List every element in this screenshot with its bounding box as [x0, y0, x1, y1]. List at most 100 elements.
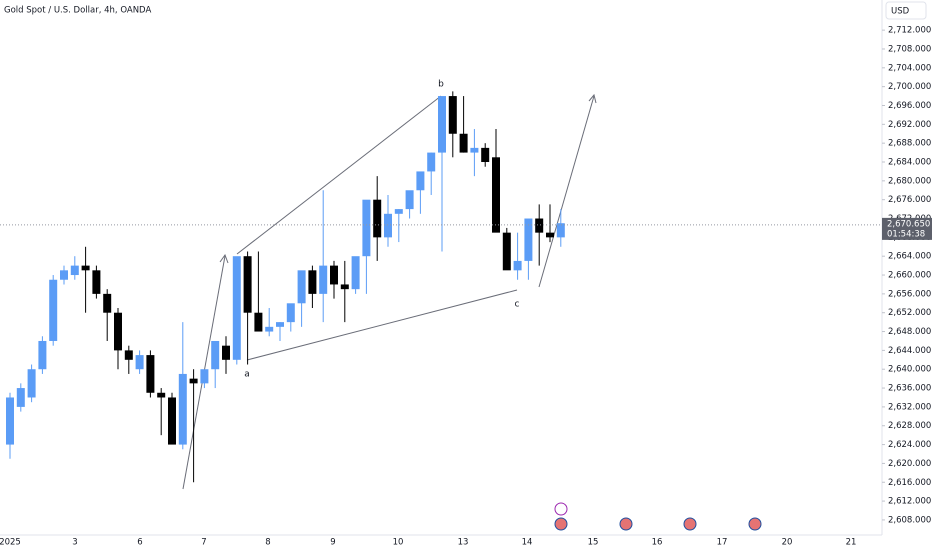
candle-body [276, 322, 284, 327]
y-tick-label: 2,696.000 [888, 101, 931, 111]
chart-title: Gold Spot / U.S. Dollar, 4h, OANDA [4, 6, 151, 16]
wave-label: c [515, 300, 520, 310]
y-tick-label: 2,620.000 [888, 459, 931, 469]
x-tick-label: 14 [522, 538, 533, 548]
y-tick-label: 2,664.000 [888, 252, 931, 262]
x-tick-label: 13 [458, 538, 469, 548]
y-tick-label: 2,708.000 [888, 44, 931, 54]
event-icon[interactable] [619, 517, 633, 531]
wave-label: b [438, 80, 444, 90]
y-tick-label: 2,624.000 [888, 440, 931, 450]
candle-body [416, 171, 425, 191]
candle-body [481, 147, 490, 163]
x-tick-label: 2025 [0, 538, 21, 548]
candle-body [351, 256, 360, 290]
candle-body [38, 340, 47, 370]
y-tick-label: 2,652.000 [888, 308, 931, 318]
y-tick-label: 2,612.000 [888, 497, 931, 507]
y-tick-label: 2,608.000 [888, 515, 931, 525]
candle-body [265, 326, 274, 332]
candle-body [286, 303, 295, 323]
candle-body [546, 232, 554, 238]
candle-body [200, 369, 209, 384]
candle-body [459, 133, 468, 153]
candle-body [27, 369, 36, 398]
x-tick-label: 3 [72, 538, 77, 548]
x-tick-label: 17 [717, 538, 728, 548]
candle-body [81, 265, 90, 271]
y-tick-label: 2,680.000 [888, 176, 931, 186]
candle-body [222, 345, 230, 360]
y-tick-label: 2,676.000 [888, 195, 931, 205]
candle-body [513, 260, 522, 271]
candle-body [556, 223, 565, 238]
y-tick-label: 2,692.000 [888, 120, 931, 130]
candle-body [427, 152, 436, 172]
candle-body [492, 157, 500, 233]
x-tick-label: 6 [137, 538, 142, 548]
arrow-head [588, 93, 597, 104]
candle-body [308, 270, 317, 294]
y-tick-label: 2,700.000 [888, 82, 931, 92]
candle-body [114, 312, 122, 351]
y-tick-label: 2,644.000 [888, 346, 931, 356]
last-price-label: 2,670.650 [887, 219, 930, 229]
candle-body [178, 373, 187, 445]
candle-body [330, 265, 338, 285]
candle-body [362, 199, 371, 257]
y-tick-label: 2,632.000 [888, 402, 931, 412]
event-icon[interactable] [554, 517, 568, 531]
candle-body [232, 256, 241, 360]
candle-body [254, 312, 263, 332]
y-tick-label: 2,660.000 [888, 271, 931, 281]
event-icon[interactable] [683, 517, 697, 531]
candle-body [384, 213, 392, 238]
candle-body [535, 218, 544, 233]
wedge-lower [246, 289, 518, 361]
candle-body [146, 355, 155, 393]
y-tick-label: 2,648.000 [888, 327, 931, 337]
x-tick-label: 8 [265, 538, 270, 548]
events [554, 502, 762, 531]
candle-body [189, 378, 198, 384]
currency-label[interactable]: USD [891, 7, 910, 17]
candle-body [157, 392, 166, 398]
currency-button[interactable] [885, 1, 927, 20]
wedge-upper [236, 95, 442, 255]
x-tick-label: 21 [846, 538, 857, 548]
x-tick-label: 15 [588, 538, 599, 548]
candle-body [243, 256, 252, 313]
candle-body [394, 209, 403, 214]
candle-body [340, 284, 349, 290]
candle-body [448, 96, 457, 134]
x-tick-label: 10 [393, 538, 404, 548]
y-tick-label: 2,712.000 [888, 26, 931, 36]
candle-body [319, 265, 328, 294]
y-tick-label: 2,704.000 [888, 63, 931, 73]
candle-body [49, 279, 58, 341]
last-price-box [882, 217, 932, 240]
y-tick-label: 2,656.000 [888, 289, 931, 299]
x-tick-label: 9 [330, 538, 335, 548]
candle-body [502, 232, 511, 271]
candle-body [405, 190, 414, 210]
candle-body [168, 397, 176, 445]
candle-body [60, 270, 68, 280]
countdown: 01:54:38 [887, 229, 925, 239]
wave-label: a [244, 370, 250, 380]
candle-body [135, 355, 144, 370]
candle-body [373, 199, 382, 238]
y-tick-label: 2,636.000 [888, 384, 931, 394]
event-icon[interactable] [554, 502, 568, 516]
candle-body [297, 270, 306, 304]
y-tick-label: 2,640.000 [888, 365, 931, 375]
candle-body [70, 265, 79, 276]
candle-body [211, 340, 220, 370]
y-tick-label: 2,684.000 [888, 158, 931, 168]
x-tick-label: 20 [782, 538, 793, 548]
candle-body [124, 350, 133, 360]
event-icon[interactable] [748, 517, 762, 531]
y-tick-label: 2,616.000 [888, 478, 931, 488]
